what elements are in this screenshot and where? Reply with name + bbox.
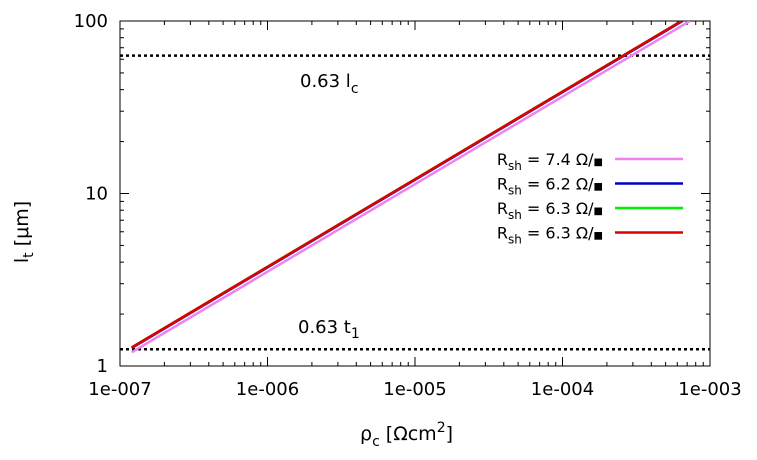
- legend-label: Rsh = 7.4 Ω/■: [497, 150, 603, 173]
- annotation-t1: 0.63 t1: [298, 317, 360, 342]
- x-tick-label: 1e-006: [236, 379, 299, 400]
- y-tick-label: 1: [97, 356, 108, 377]
- y-axis-label: lt [μm]: [11, 201, 37, 263]
- series-line: [131, 21, 683, 349]
- y-tick-label: 100: [74, 11, 108, 32]
- x-tick-label: 1e-007: [88, 379, 151, 400]
- legend-label: Rsh = 6.2 Ω/■: [497, 175, 603, 198]
- legend-label: Rsh = 6.3 Ω/■: [497, 224, 603, 247]
- legend: Rsh = 7.4 Ω/■Rsh = 6.2 Ω/■Rsh = 6.3 Ω/■R…: [497, 150, 683, 247]
- series-group: [131, 21, 691, 354]
- y-tick-label: 10: [85, 184, 108, 205]
- x-tick-label: 1e-003: [678, 379, 741, 400]
- x-axis-label: ρc [Ωcm2]: [360, 420, 453, 450]
- plot-layer: 1e-007 1e-006 1e-005 1e-004 1e-003 1 10 100: [74, 11, 742, 400]
- series-line: [131, 21, 691, 354]
- x-tick-label: 1e-004: [531, 379, 594, 400]
- x-tick-label: 1e-005: [383, 379, 446, 400]
- legend-label: Rsh = 6.3 Ω/■: [497, 199, 603, 222]
- plot-frame: [119, 20, 711, 367]
- annotation-lc: 0.63 lc: [300, 71, 359, 97]
